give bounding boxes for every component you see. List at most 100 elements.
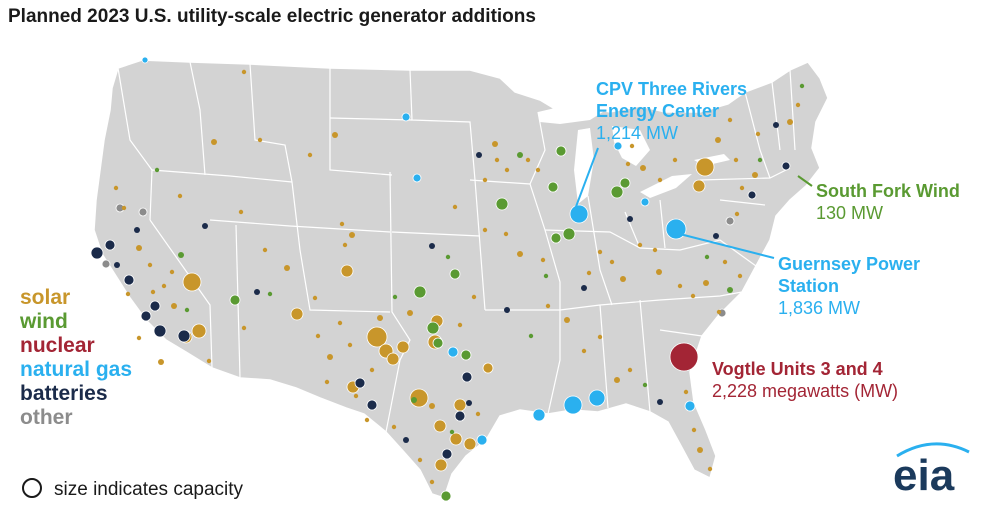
size-note-text: size indicates capacity — [54, 479, 244, 500]
guernsey-leader — [671, 231, 775, 259]
south-fork-value: 130 MW — [816, 203, 884, 223]
callout-cpv: CPV Three Rivers Energy Center 1,214 MW — [596, 78, 747, 144]
project-marker — [562, 227, 576, 241]
project-marker — [229, 294, 241, 306]
project-marker — [324, 379, 330, 385]
project-marker — [177, 329, 191, 343]
project-marker — [657, 399, 663, 405]
project-marker — [121, 205, 127, 211]
project-marker — [257, 137, 263, 143]
callout-vogtle: Vogtle Units 3 and 4 2,228 megawatts (MW… — [712, 358, 898, 402]
project-marker — [597, 249, 603, 255]
project-marker — [563, 395, 583, 415]
vogtle-value: 2,228 megawatts (MW) — [712, 381, 899, 401]
project-marker — [432, 337, 444, 349]
project-marker — [716, 309, 722, 315]
project-marker — [366, 399, 378, 411]
project-marker — [535, 167, 541, 173]
project-marker — [211, 139, 217, 145]
project-marker — [517, 152, 523, 158]
project-marker — [787, 119, 793, 125]
project-marker — [429, 479, 435, 485]
project-marker — [449, 268, 461, 280]
project-marker — [642, 382, 648, 388]
project-marker — [504, 307, 510, 313]
project-marker — [494, 157, 500, 163]
project-marker — [340, 264, 354, 278]
project-marker — [677, 283, 683, 289]
project-marker — [547, 181, 559, 193]
project-marker — [284, 265, 290, 271]
project-marker — [454, 410, 466, 422]
project-marker — [773, 122, 779, 128]
project-marker — [440, 490, 452, 502]
project-marker — [613, 141, 623, 151]
guernsey-value: 1,836 MW — [778, 298, 861, 318]
project-marker — [656, 269, 662, 275]
cpv-value: 1,214 MW — [596, 123, 679, 143]
project-marker — [413, 285, 427, 299]
project-marker — [349, 232, 355, 238]
project-marker — [610, 185, 624, 199]
project-marker — [241, 325, 247, 331]
state-borders — [117, 61, 796, 433]
project-marker — [441, 448, 453, 460]
project-marker — [184, 307, 190, 313]
project-marker — [429, 403, 435, 409]
project-marker — [353, 393, 359, 399]
project-marker — [202, 223, 208, 229]
project-marker — [90, 246, 104, 260]
project-marker — [722, 259, 728, 265]
project-marker — [581, 285, 587, 291]
south-fork-name: South Fork Wind — [816, 181, 960, 201]
project-marker — [504, 167, 510, 173]
project-marker — [461, 371, 473, 383]
project-marker — [134, 227, 140, 233]
project-marker — [627, 367, 633, 373]
project-marker — [407, 310, 413, 316]
project-marker — [403, 437, 409, 443]
project-marker — [637, 242, 643, 248]
project-marker — [781, 161, 791, 171]
project-marker — [290, 307, 304, 321]
project-marker — [482, 227, 488, 233]
project-marker — [171, 303, 177, 309]
project-marker — [619, 177, 631, 189]
project-marker — [713, 233, 719, 239]
legend-natural-gas: natural gas — [20, 358, 133, 381]
project-marker — [757, 157, 763, 163]
project-marker — [312, 295, 318, 301]
project-marker — [412, 173, 422, 183]
cpv-name-line1: CPV Three Rivers — [596, 79, 748, 99]
project-marker — [564, 317, 570, 323]
project-marker — [140, 310, 152, 322]
project-marker — [543, 273, 549, 279]
project-marker — [492, 141, 498, 147]
project-marker — [136, 245, 142, 251]
project-marker — [495, 197, 509, 211]
project-marker — [690, 293, 696, 299]
lake-erie — [640, 174, 692, 198]
project-marker — [629, 143, 635, 149]
eia-logo: eia — [893, 451, 955, 500]
project-marker — [315, 333, 321, 339]
project-marker — [125, 291, 131, 297]
project-marker — [307, 152, 313, 158]
project-marker — [417, 457, 423, 463]
project-marker — [153, 324, 167, 338]
project-marker — [627, 216, 633, 222]
project-marker — [525, 157, 531, 163]
project-marker — [683, 389, 689, 395]
project-marker — [734, 211, 740, 217]
project-marker — [733, 157, 739, 163]
project-marker — [169, 269, 175, 275]
project-marker — [737, 273, 743, 279]
project-marker — [657, 177, 663, 183]
legend-solar: solar — [20, 286, 71, 309]
project-marker — [695, 157, 715, 177]
project-marker — [665, 218, 687, 240]
project-marker — [476, 434, 488, 446]
project-marker — [684, 400, 696, 412]
lake-michigan — [574, 128, 594, 204]
project-marker — [727, 117, 733, 123]
